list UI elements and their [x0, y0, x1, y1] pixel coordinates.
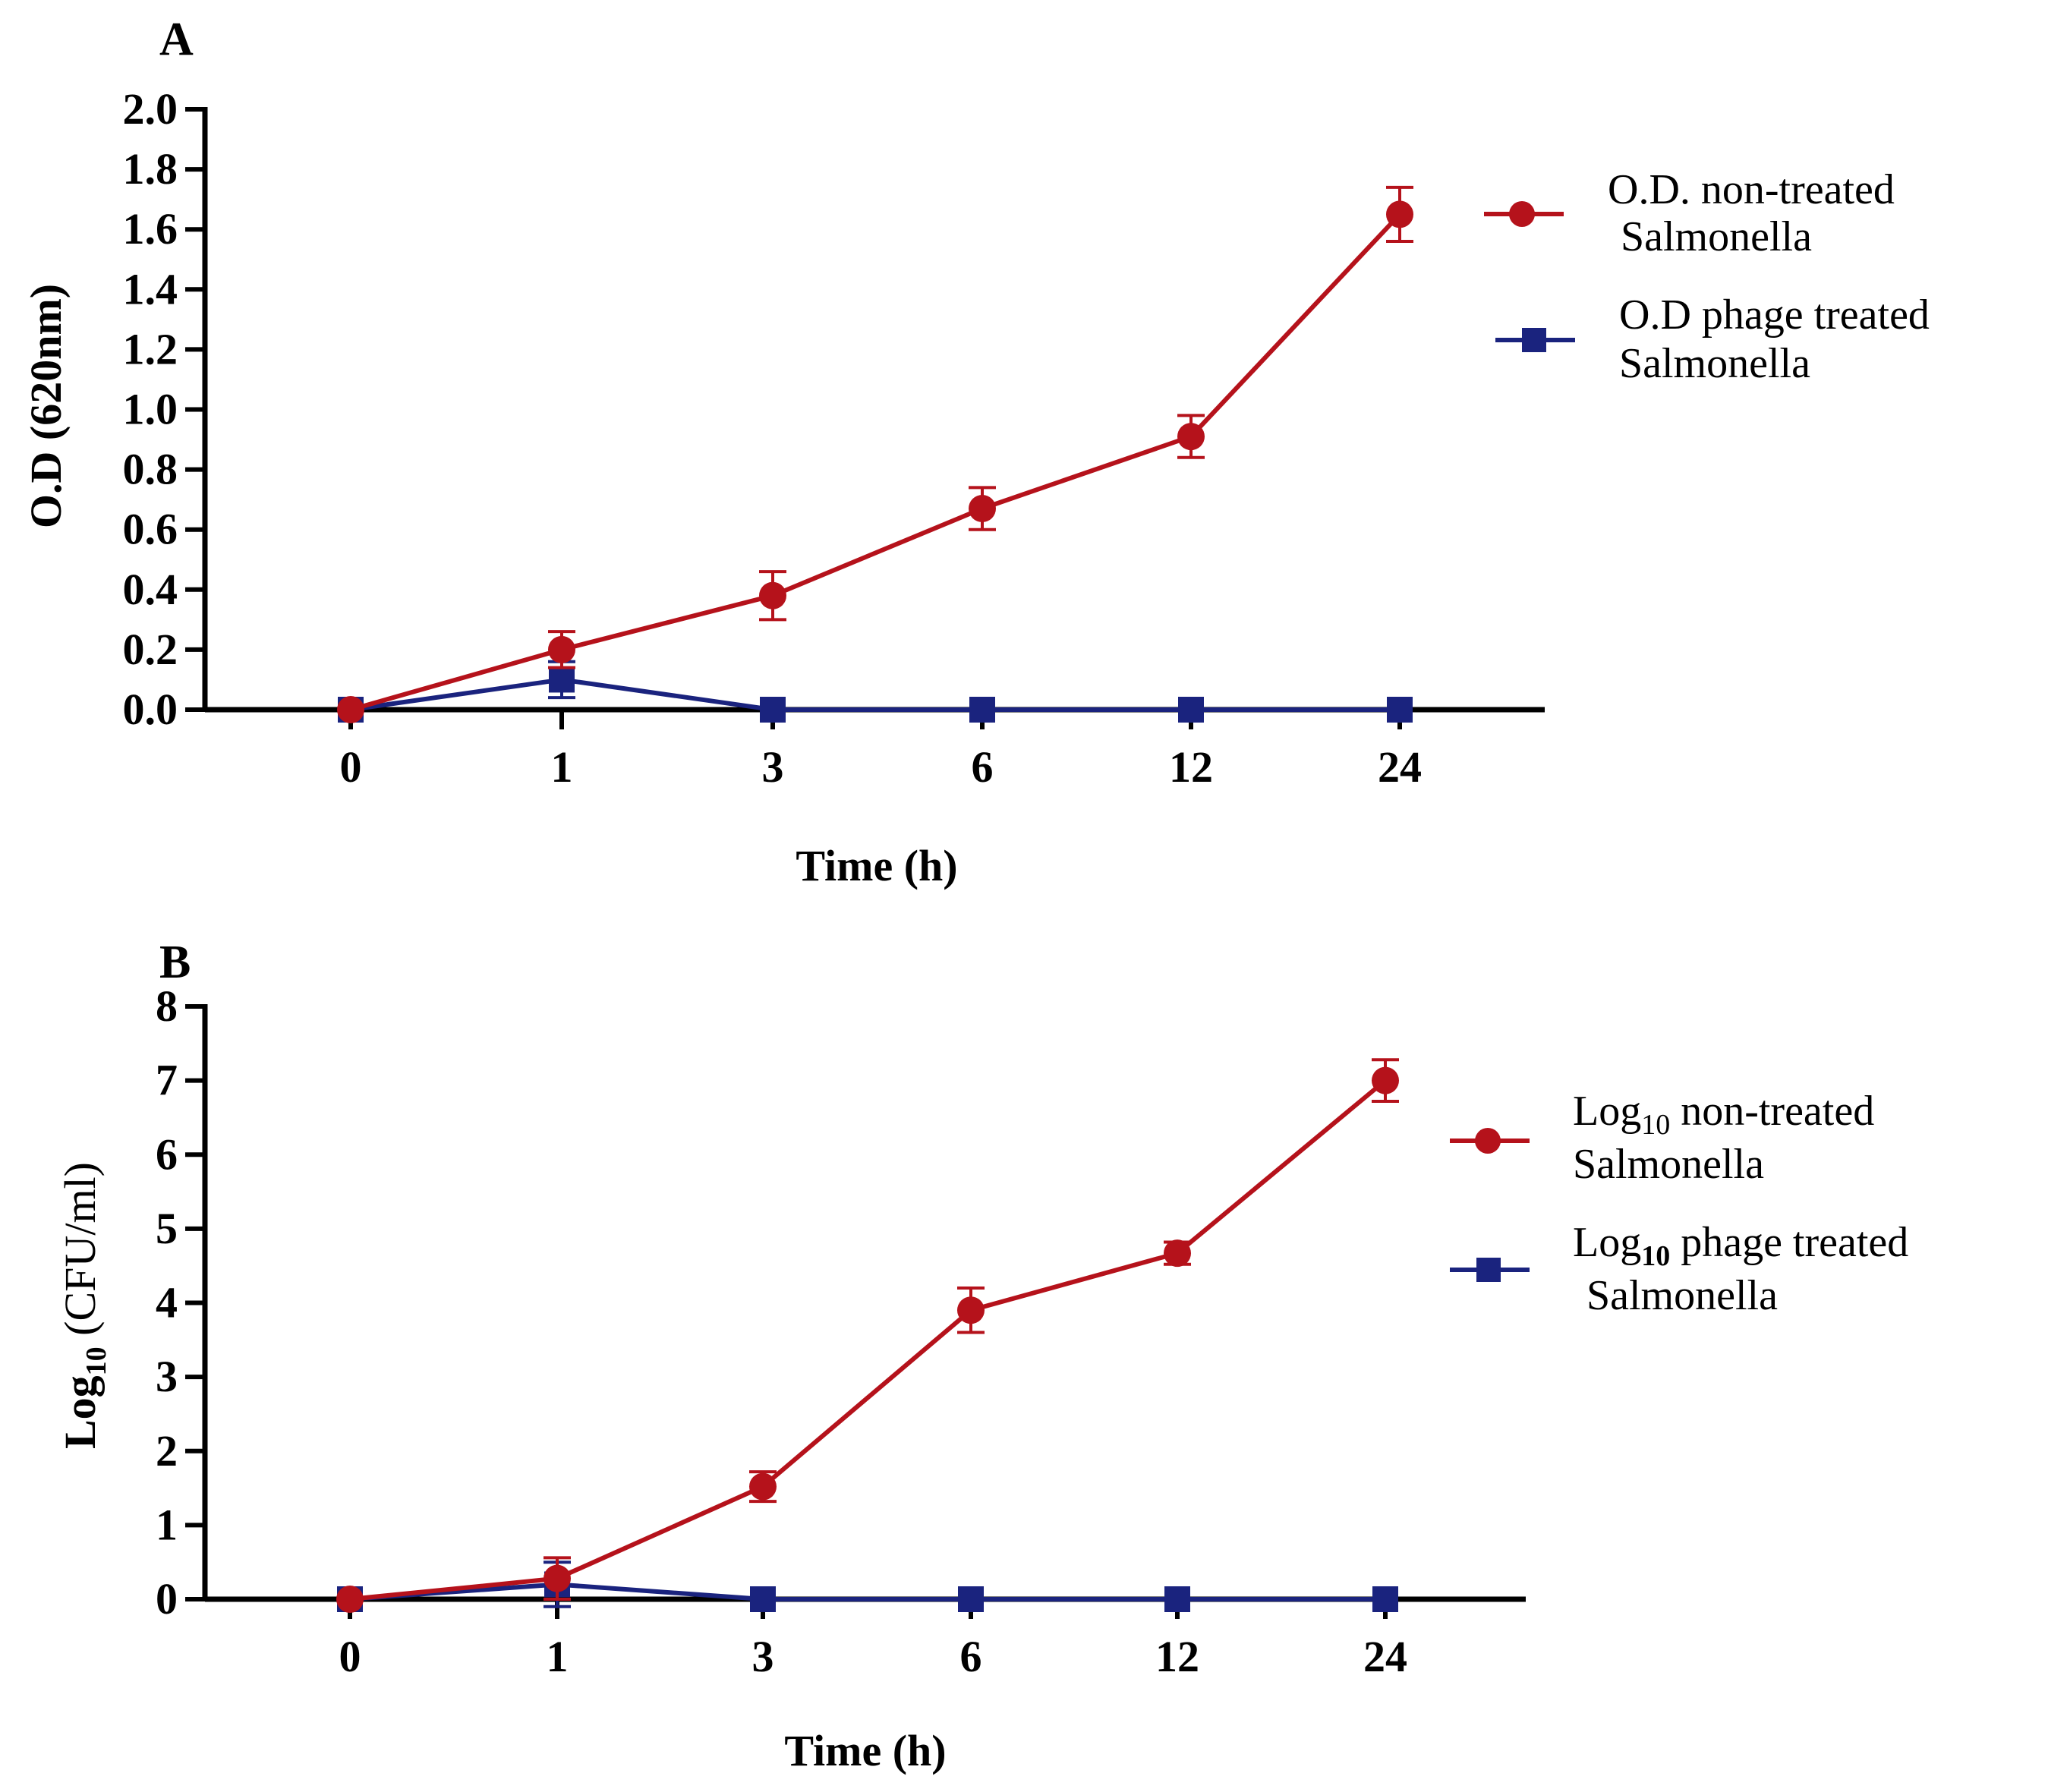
panel-b-legend-square-marker — [1476, 1258, 1501, 1282]
panel-a-point-phage-treated — [1387, 697, 1413, 723]
panel-b-x-tick-label: 12 — [1155, 1632, 1199, 1681]
panel-a-point-phage-treated — [549, 666, 575, 693]
panel-a-y-tick-label: 0.6 — [123, 505, 178, 554]
panel-b-point-non-treated — [544, 1564, 571, 1592]
panel-a-x-tick-label: 6 — [972, 742, 994, 792]
panel-b-x-tick-label: 0 — [339, 1632, 361, 1681]
panel-b-point-non-treated — [1164, 1239, 1191, 1268]
panel-a-y-tick-label: 1.8 — [123, 144, 178, 194]
panel-b-y-tick-label: 3 — [156, 1352, 178, 1401]
panel-a-x-tick-label: 0 — [340, 742, 362, 792]
panel-a-plot-area: 0.0 0.2 0.4 0.6 0.8 1.0 1.2 1.4 1.6 1.8 2.0 0 1 3 6 12 2… — [123, 84, 1545, 792]
panel-a-x-axis-title: Time (h) — [796, 841, 957, 890]
panel-a-point-phage-treated — [969, 697, 995, 723]
panel-b-y-tick-label: 2 — [156, 1426, 178, 1475]
panel-a-point-phage-treated — [760, 697, 786, 723]
panel-b-legend-phage-treated-log: Log — [1573, 1219, 1641, 1266]
panel-b-y-tick-label: 7 — [156, 1056, 178, 1105]
panel-a-point-non-treated — [548, 635, 575, 663]
panel-a-legend-square-marker — [1522, 328, 1546, 352]
panel-a-point-non-treated — [969, 495, 996, 523]
panel-a-y-tick-label: 0.2 — [123, 625, 178, 674]
panel-a-point-phage-treated — [1178, 697, 1204, 723]
panel-a-legend-label-phage-treated-line2: Salmonella — [1619, 340, 1810, 387]
panel-a-y-tick-label: 1.0 — [123, 385, 178, 434]
panel-b-legend-phage-treated-rest: phage treated — [1670, 1219, 1908, 1266]
panel-b-y-axis-title-log: Log — [55, 1375, 105, 1449]
panel-a-x-tick-label: 3 — [762, 742, 784, 792]
panel-a-series-line-phage-treated — [350, 677, 1400, 712]
panel-b-point-non-treated — [336, 1586, 364, 1613]
panel-a-point-non-treated — [1386, 200, 1413, 228]
panel-a-y-tick-label: 1.6 — [123, 204, 178, 254]
panel-b-legend-label-phage-treated-line2: Salmonella — [1586, 1272, 1778, 1319]
panel-a-point-non-treated — [1177, 423, 1205, 451]
panel-a-legend-label-non-treated: O.D. non-treated — [1608, 166, 1895, 213]
panel-b-y-tick-label: 5 — [156, 1204, 178, 1253]
panel-b-legend-phage-treated-subscript: 10 — [1641, 1240, 1670, 1272]
panel-b-legend-label-non-treated-line2: Salmonella — [1573, 1141, 1764, 1188]
panel-a-y-tick-label: 1.2 — [123, 324, 178, 373]
panel-b-y-tick-label: 4 — [156, 1278, 178, 1327]
panel-b-point-non-treated — [957, 1296, 985, 1324]
panel-a-series-line-non-treated — [350, 213, 1402, 712]
panel-b-y-axis-title-unit: (CFU/ml) — [55, 1162, 105, 1346]
panel-a-y-tick-label: 0.4 — [123, 565, 178, 614]
panel-a-y-tick-label: 0.0 — [123, 685, 178, 734]
panel-a-point-non-treated — [759, 581, 786, 609]
panel-a-x-tick-label: 24 — [1378, 742, 1422, 792]
panel-b-y-axis-title: Log10 (CFU/ml) — [55, 1162, 112, 1449]
panel-b-legend-circle-marker — [1475, 1128, 1501, 1154]
panel-a-letter: A — [159, 14, 194, 65]
panel-b-legend-non-treated-rest: non-treated — [1670, 1088, 1874, 1135]
panel-b-x-tick-label: 6 — [960, 1632, 982, 1681]
panel-b-y-tick-label: 0 — [156, 1574, 178, 1624]
panel-b-x-tick-label: 24 — [1363, 1632, 1407, 1681]
panel-b-legend-non-treated-log: Log — [1573, 1088, 1641, 1135]
panel-a-legend: O.D. non-treated Salmonella O.D phage tr… — [1484, 166, 1930, 387]
panel-b-point-phage-treated — [750, 1586, 776, 1612]
panel-a-y-tick-label: 2.0 — [123, 84, 178, 134]
panel-b-x-tick-label: 1 — [547, 1632, 569, 1681]
panel-b-y-tick-label: 6 — [156, 1129, 178, 1179]
panel-b-legend-label-non-treated: Log10 non-treated — [1573, 1088, 1874, 1141]
panel-a-legend-circle-marker — [1509, 201, 1535, 227]
panel-b-legend-non-treated-subscript: 10 — [1641, 1109, 1670, 1141]
panel-b-point-phage-treated — [1372, 1586, 1398, 1612]
panel-a-x-tick-label: 1 — [551, 742, 573, 792]
panel-b-y-tick-label: 1 — [156, 1500, 178, 1549]
panel-a-y-tick-label: 0.8 — [123, 445, 178, 494]
panel-b-point-phage-treated — [1164, 1586, 1190, 1612]
panel-b-series-line-non-treated — [349, 1079, 1387, 1601]
panel-b-series-line-phage-treated — [349, 1582, 1385, 1601]
panel-b-point-non-treated — [1372, 1066, 1399, 1094]
panel-b-point-non-treated — [749, 1472, 777, 1501]
panel-b-legend: Log10 non-treated Salmonella Log10 phage… — [1450, 1088, 1908, 1319]
panel-b-legend-label-phage-treated: Log10 phage treated — [1573, 1219, 1908, 1272]
panel-a-legend-label-phage-treated: O.D phage treated — [1619, 291, 1930, 339]
panel-a-legend-label-non-treated-line2: Salmonella — [1621, 213, 1812, 260]
panel-b-x-axis-title: Time (h) — [784, 1726, 946, 1775]
panel-b-letter: B — [159, 937, 191, 988]
panel-b-x-tick-label: 3 — [752, 1632, 774, 1681]
panel-a-y-axis-title: O.D (620nm) — [21, 284, 71, 528]
panel-b-y-axis-title-subscript: 10 — [80, 1346, 112, 1375]
panel-b-point-phage-treated — [958, 1586, 984, 1612]
panel-a-y-tick-label: 1.4 — [123, 264, 178, 313]
panel-a-x-tick-label: 12 — [1169, 742, 1213, 792]
panel-a-point-non-treated — [337, 696, 364, 723]
panel-b-y-tick-label: 8 — [156, 981, 178, 1031]
